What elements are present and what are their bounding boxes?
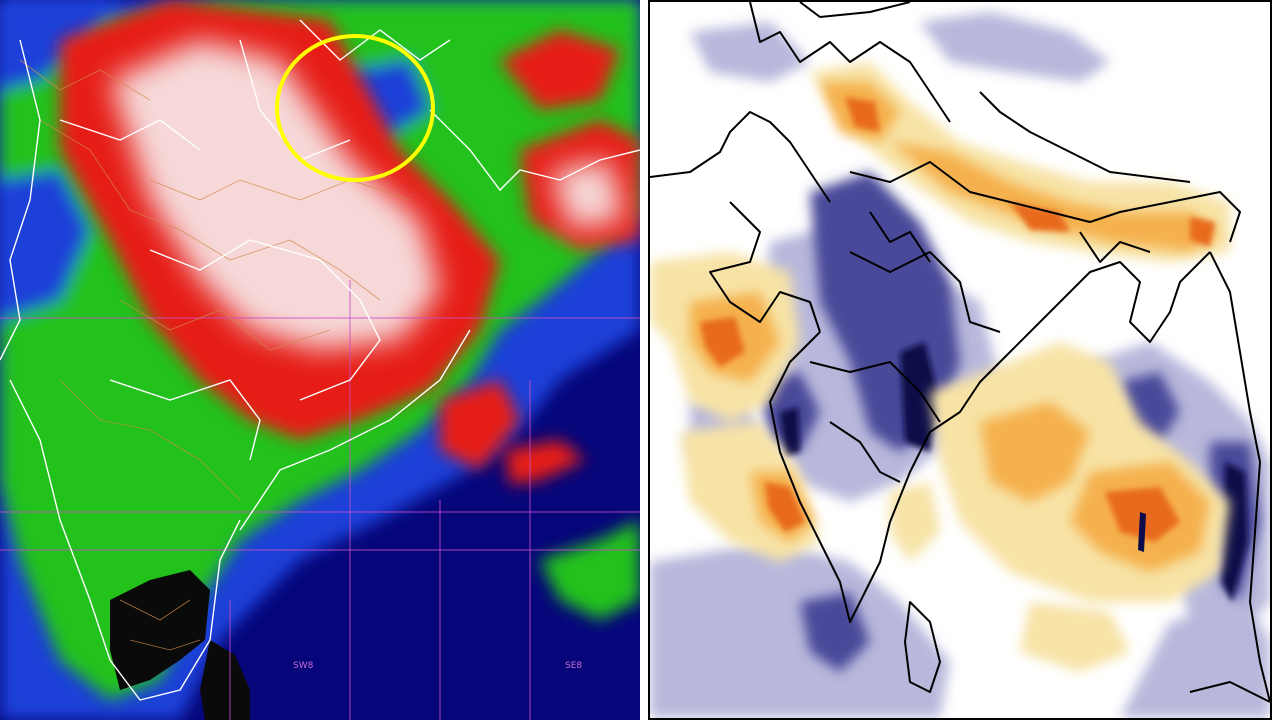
district-boundaries [19,59,411,651]
state-boundaries [0,19,640,701]
grid-label-se8: SE8 [565,661,582,671]
cloud-deep-convection [110,40,625,350]
political-boundaries [650,2,1270,703]
negative-anomaly-dark [780,342,1248,602]
anomaly-map-panel [648,0,1272,720]
yellow-highlight-circle [275,34,435,182]
panel-divider [640,0,648,720]
anomaly-map [650,2,1270,718]
satellite-image-panel: SW8 SE8 [0,0,640,720]
satellite-map: SW8 SE8 [0,0,640,720]
lat-lon-grid [0,280,640,720]
grid-label-sw8: SW8 [293,661,314,671]
cold-land-region [110,570,250,720]
small-dark-spot [1138,512,1146,552]
